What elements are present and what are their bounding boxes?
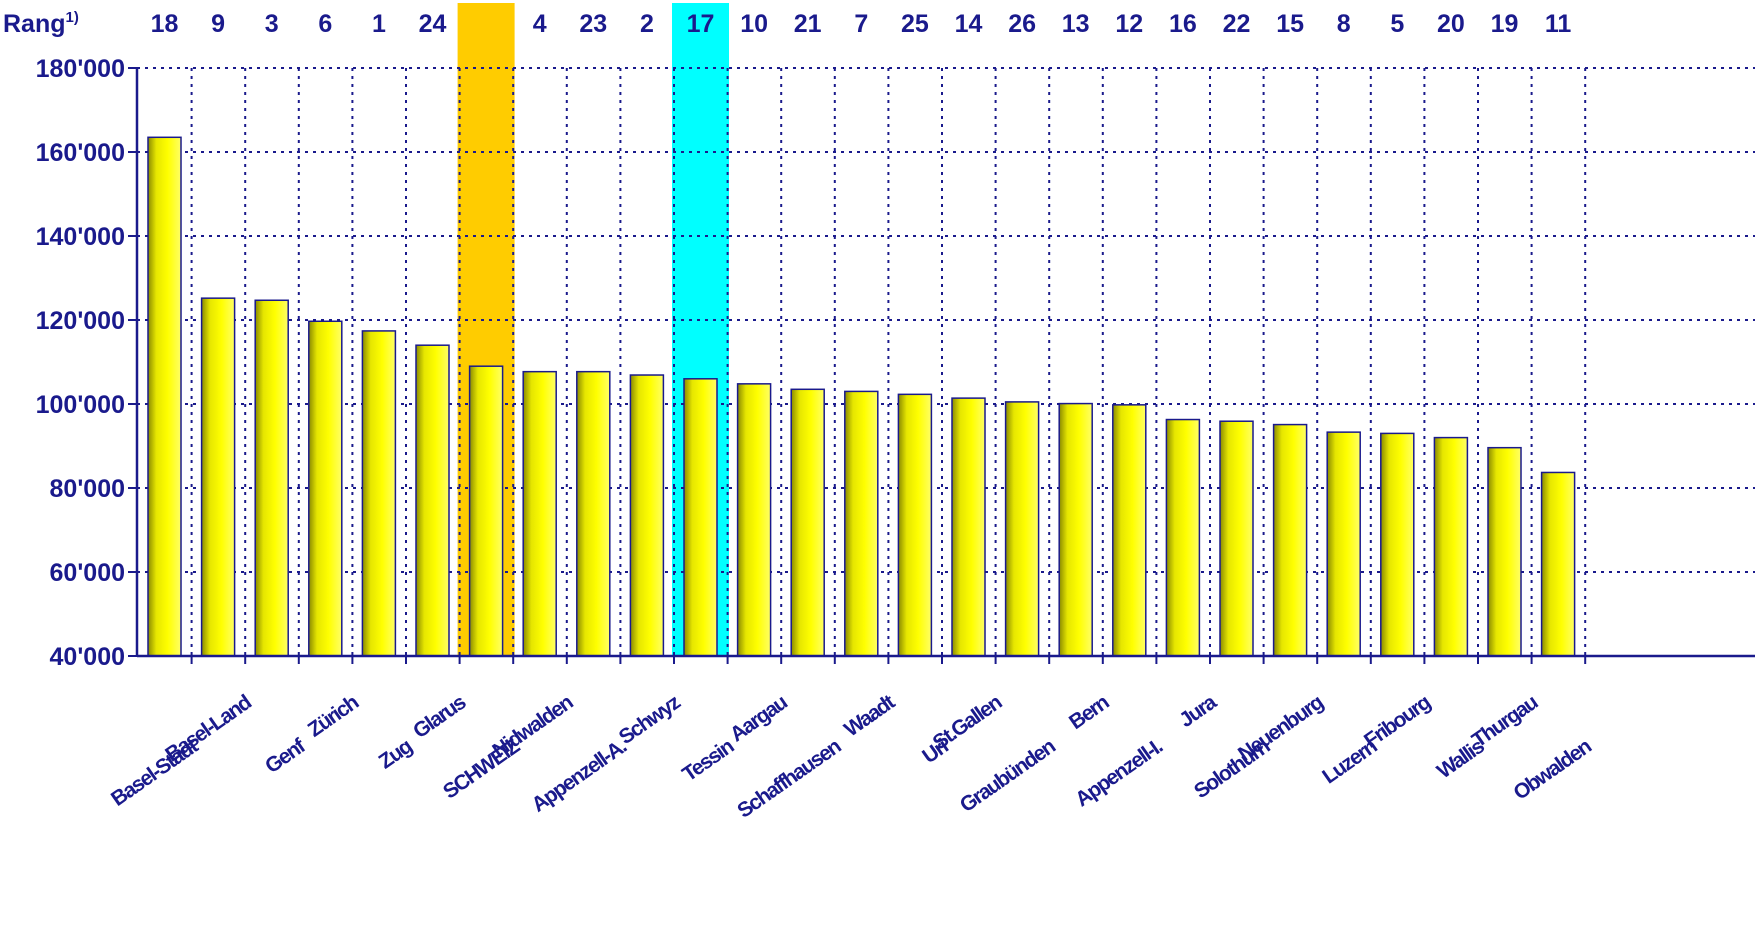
category-label: Bern (1065, 691, 1113, 734)
category-label: Zug (375, 735, 417, 774)
category-label: Zürich (304, 691, 363, 742)
bar (1540, 471, 1576, 657)
rank-label: 21 (794, 10, 822, 38)
rank-header-label: Rang (3, 10, 66, 38)
bar (415, 344, 450, 657)
category-label: Basel-Land (161, 691, 255, 767)
rank-header: Rang1) (3, 9, 79, 38)
y-tick-label: 40'000 (50, 643, 125, 671)
category-label: Schwyz (615, 691, 685, 749)
rank-label: 14 (955, 10, 983, 38)
y-tick-label: 60'000 (50, 559, 125, 587)
y-tick-label: 100'000 (36, 391, 125, 419)
rank-label: 1 (372, 10, 386, 38)
bar (576, 370, 611, 657)
category-label: Waadt (840, 690, 899, 741)
rank-label: 23 (579, 10, 607, 38)
rank-label: 3 (265, 10, 279, 38)
bar (308, 320, 343, 657)
rank-label: 4 (533, 10, 547, 38)
category-label: Jura (1175, 690, 1221, 732)
bar (1112, 404, 1147, 657)
rank-label: 17 (687, 10, 715, 38)
bar (1219, 420, 1254, 657)
rank-label: 24 (419, 10, 447, 38)
rank-label: 5 (1390, 10, 1404, 38)
bar (683, 378, 718, 657)
rank-label: 6 (318, 10, 332, 38)
bar (736, 383, 772, 657)
bar (1326, 431, 1361, 657)
bar (468, 365, 504, 657)
bar (147, 136, 182, 657)
bar (790, 388, 825, 657)
category-label: Aargau (726, 691, 792, 747)
bar (844, 390, 879, 657)
category-label: St.Gallen (929, 691, 1006, 755)
category-label: Obwalden (1509, 735, 1595, 805)
category-label: Glarus (409, 691, 470, 743)
bar (1165, 418, 1201, 657)
category-label: Appenzell-A. (528, 735, 631, 817)
bar (1433, 436, 1469, 657)
rank-label: 16 (1169, 10, 1197, 38)
y-tick-label: 160'000 (36, 139, 125, 167)
bar (1004, 401, 1040, 657)
bar (1272, 423, 1308, 657)
rank-label: 20 (1437, 10, 1465, 38)
rank-label: 2 (640, 10, 654, 38)
highlight-layer (457, 3, 729, 656)
bar-layer (147, 136, 1576, 657)
bar (1380, 432, 1415, 657)
rank-label: 15 (1276, 10, 1304, 38)
grid-layer (137, 67, 1755, 656)
bar (254, 299, 289, 657)
rank-label: 10 (740, 10, 768, 38)
category-label: Fribourg (1360, 691, 1435, 753)
rank-label: 13 (1062, 10, 1090, 38)
rank-header-superscript: 1) (66, 9, 79, 26)
category-label: Genf (261, 734, 311, 778)
rank-label: 22 (1223, 10, 1251, 38)
rank-label: 25 (901, 10, 929, 38)
rank-label: 11 (1545, 10, 1572, 38)
bar (1058, 402, 1093, 657)
bar (361, 330, 397, 657)
rank-label: 18 (151, 10, 179, 38)
y-tick-label: 120'000 (36, 307, 125, 335)
rank-label: 9 (211, 10, 225, 38)
rank-label: 7 (854, 10, 868, 38)
y-tick-label: 80'000 (50, 475, 125, 503)
rank-label: 12 (1115, 10, 1143, 38)
category-label: Thurgau (1468, 691, 1542, 752)
y-tick-label: 140'000 (36, 223, 125, 251)
category-label: Graubünden (956, 735, 1060, 817)
rank-label: 8 (1337, 10, 1351, 38)
bar (1487, 446, 1522, 657)
y-tick-label: 180'000 (36, 55, 125, 83)
bar (522, 370, 557, 657)
bar (897, 393, 933, 657)
rank-label: 19 (1491, 10, 1519, 38)
bar (629, 374, 665, 657)
rank-label: 26 (1008, 10, 1036, 38)
bar (200, 297, 236, 657)
category-label: Appenzell-I. (1071, 735, 1167, 811)
axis-layer (128, 67, 1755, 664)
category-label: Nidwalden (488, 691, 577, 763)
category-label: Tessin (678, 735, 738, 786)
bar (951, 397, 986, 657)
category-label: Neuenburg (1234, 691, 1327, 766)
category-label: Schaffhausen (733, 735, 845, 823)
